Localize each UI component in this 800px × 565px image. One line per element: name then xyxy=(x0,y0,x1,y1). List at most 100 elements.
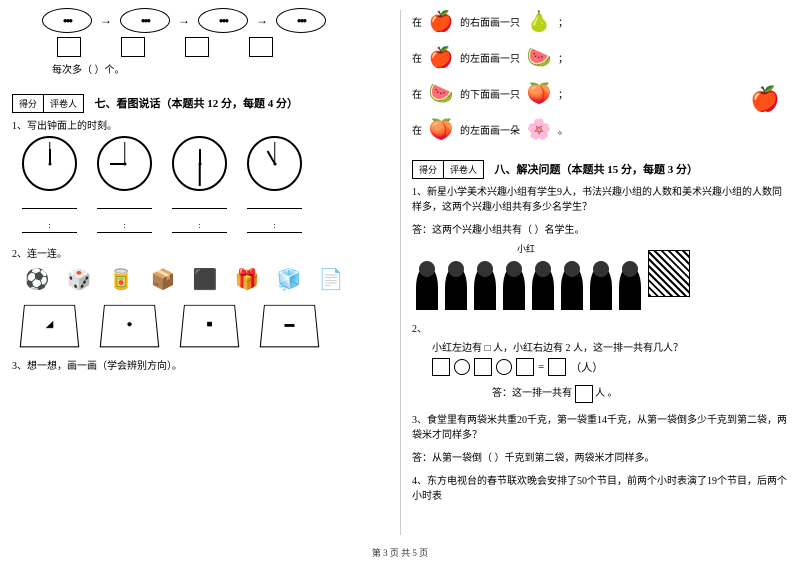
plate-4 xyxy=(276,8,326,33)
eq-box[interactable] xyxy=(516,358,534,376)
soccer-ball-icon: ⚽ xyxy=(22,264,52,294)
page-footer: 第 3 页 共 5 页 xyxy=(0,546,800,559)
objects-row: ⚽ 🎲 🥫 📦 ⬛ 🎁 🧊 📄 xyxy=(12,264,388,294)
answer-boxes xyxy=(12,37,388,57)
text-mid: 的左面画一只 xyxy=(460,50,520,65)
apple-icon: 🍎 xyxy=(428,8,454,34)
score-table: 得分 评卷人 xyxy=(12,94,84,113)
answer-box[interactable] xyxy=(575,385,593,403)
arrow-icon: → xyxy=(256,13,268,28)
q8-3-text: 3、食堂里有两袋米共重20千克，第一袋重14千克，从第一袋倒多少千克到第二袋，两… xyxy=(412,411,788,441)
answer-box[interactable] xyxy=(249,37,273,57)
text-post: ； xyxy=(558,14,568,29)
q8-2-num: 2、 xyxy=(412,320,788,335)
eq-op[interactable] xyxy=(454,359,470,375)
answer-post: 人 。 xyxy=(595,388,618,399)
fruit-line-4: 在 🍑 的左面画一朵 🌸 。 xyxy=(412,116,788,142)
arrow-icon: → xyxy=(178,13,190,28)
equals-sign: = xyxy=(538,361,544,373)
plate-2 xyxy=(120,8,170,33)
clock-2 xyxy=(97,136,152,191)
peach-icon: 🍑 xyxy=(526,80,552,106)
apple-caption: 每次多（ ）个。 xyxy=(12,61,388,76)
watermelon-icon: 🍉 xyxy=(428,80,454,106)
time-blank[interactable]: : xyxy=(97,221,152,233)
q-number: 2、 xyxy=(412,324,427,335)
text-mid: 的下面画一只 xyxy=(460,86,520,101)
blank[interactable] xyxy=(172,197,227,209)
q7-1-text: 1、写出钟面上的时刻。 xyxy=(12,117,388,132)
clock-answers-2: : : : : xyxy=(12,221,388,233)
brick-icon: ⬛ xyxy=(190,264,220,294)
apple-sequence: → → → xyxy=(12,8,388,33)
clock-row xyxy=(12,136,388,191)
eq-result-box[interactable] xyxy=(548,358,566,376)
fruit-line-3: 在 🍉 的下面画一只 🍑 ； xyxy=(412,80,788,106)
kid-icon xyxy=(503,265,525,310)
peach-icon: 🍑 xyxy=(428,116,454,142)
can-icon: 🥫 xyxy=(106,264,136,294)
blank[interactable] xyxy=(22,197,77,209)
eq-op[interactable] xyxy=(496,359,512,375)
score-label: 得分 xyxy=(13,95,44,112)
clock-answers-1 xyxy=(12,197,388,209)
shapes-row: ◢ ● ■ ▬ xyxy=(12,302,388,347)
rect-icon: ▬ xyxy=(284,319,294,329)
equation-row: = （人） xyxy=(412,358,788,376)
circle-icon: ● xyxy=(126,319,132,329)
answer-box[interactable] xyxy=(57,37,81,57)
left-column: → → → 每次多（ ）个。 得分 评卷人 七、看图说话（本题共 12 分，每题… xyxy=(0,0,400,565)
answer-pre: 答：这一排一共有 xyxy=(492,388,572,399)
square-icon: ■ xyxy=(206,319,212,329)
kid-icon xyxy=(445,265,467,310)
answer-box[interactable] xyxy=(185,37,209,57)
right-column: 在 🍎 的右面画一只 🍐 ； 在 🍎 的左面画一只 🍉 ； 在 🍉 的下面画一只… xyxy=(400,0,800,565)
cube-icon: 🧊 xyxy=(274,264,304,294)
xiaohong-label: 小红 xyxy=(517,242,535,255)
section-8-title: 八、解决问题（本题共 15 分，每题 3 分） xyxy=(495,164,699,176)
triangle-icon: ◢ xyxy=(46,319,54,329)
q7-3-text: 3、想一想，画一画（学会辨别方向）。 xyxy=(12,357,388,372)
time-blank[interactable]: : xyxy=(172,221,227,233)
fruit-line-1: 在 🍎 的右面画一只 🍐 ； xyxy=(412,8,788,34)
blank[interactable] xyxy=(247,197,302,209)
kid-icon xyxy=(416,265,438,310)
time-blank[interactable]: : xyxy=(22,221,77,233)
time-blank[interactable]: : xyxy=(247,221,302,233)
text-pre: 在 xyxy=(412,14,422,29)
text-mid: 的右面画一只 xyxy=(460,14,520,29)
grader-label: 评卷人 xyxy=(44,95,83,112)
eq-box[interactable] xyxy=(432,358,450,376)
blank[interactable] xyxy=(97,197,152,209)
pear-icon: 🍐 xyxy=(526,8,552,34)
grader-label: 评卷人 xyxy=(444,161,483,178)
arrow-icon: → xyxy=(100,13,112,28)
gift-icon: 🎁 xyxy=(232,264,262,294)
eq-box[interactable] xyxy=(474,358,492,376)
q8-1-answer: 答：这两个兴趣小组共有（ ）名学生。 xyxy=(412,221,788,236)
q8-2-answer: 答：这一排一共有 人 。 xyxy=(412,384,788,403)
text-post: ； xyxy=(558,86,568,101)
apple-icon: 🍎 xyxy=(428,44,454,70)
kid-icon xyxy=(619,265,641,310)
kid-icon xyxy=(590,265,612,310)
q7-2-text: 2、连一连。 xyxy=(12,245,388,260)
shape-card: ■ xyxy=(180,305,240,348)
q8-2-text: 小红左边有 □ 人，小红右边有 2 人，这一排一共有几人？ xyxy=(412,339,788,354)
plate-1 xyxy=(42,8,92,33)
score-table: 得分 评卷人 xyxy=(412,160,484,179)
text-post: ； xyxy=(558,50,568,65)
floating-apple-icon: 🍎 xyxy=(750,85,780,114)
flower-icon: 🌸 xyxy=(526,116,552,142)
q8-3-answer: 答：从第一袋倒（ ）千克到第二袋，两袋米才同样多。 xyxy=(412,449,788,464)
q8-4-text: 4、东方电视台的春节联欢晚会安排了50个节目，前两个小时表演了19个节目，后两个… xyxy=(412,472,788,502)
dice-icon: 🎲 xyxy=(64,264,94,294)
tissue-icon: 📄 xyxy=(316,264,346,294)
text-mid: 的左面画一朵 xyxy=(460,122,520,137)
answer-box[interactable] xyxy=(121,37,145,57)
score-label: 得分 xyxy=(413,161,444,178)
text-pre: 在 xyxy=(412,122,422,137)
watermelon-icon: 🍉 xyxy=(526,44,552,70)
kid-icon xyxy=(561,265,583,310)
tree-icon xyxy=(648,250,688,310)
